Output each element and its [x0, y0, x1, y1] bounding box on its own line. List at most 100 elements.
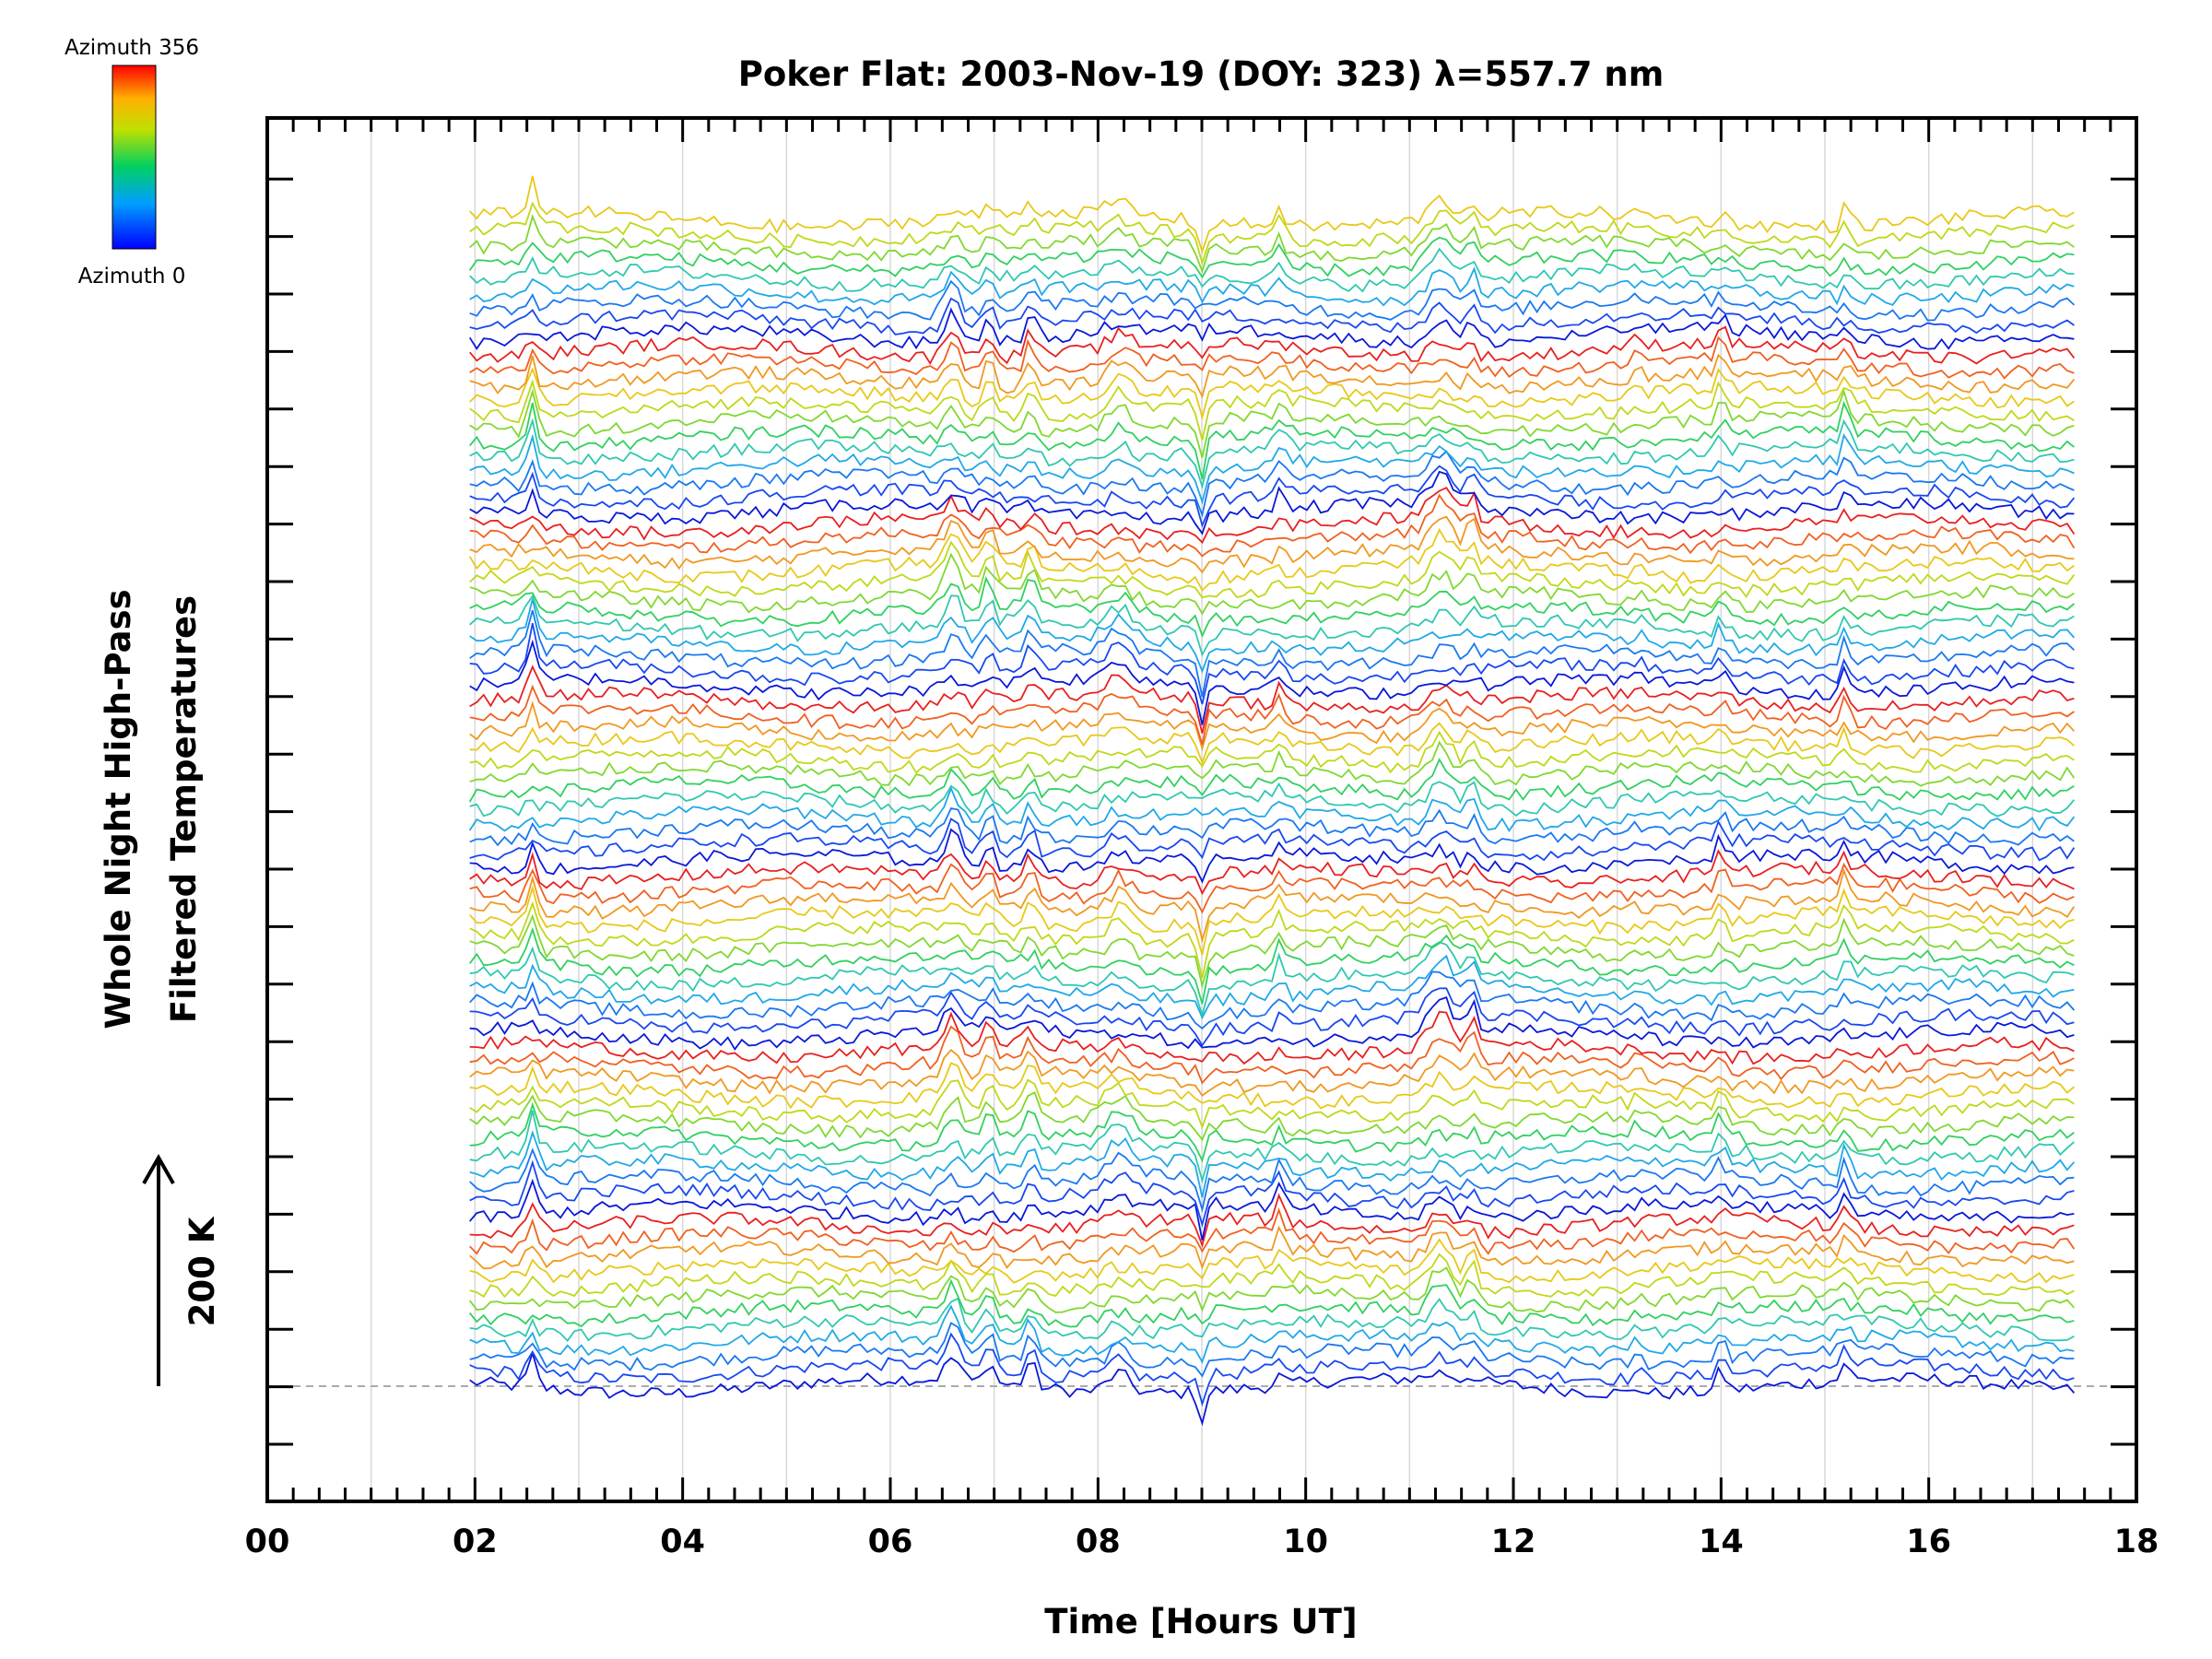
series-line: [469, 552, 2075, 616]
series-line: [469, 598, 2076, 674]
series-line: [468, 1278, 2075, 1328]
series-line: [469, 540, 2076, 599]
series-line: [469, 175, 2075, 254]
scale-bar-arrow-head: [142, 1153, 175, 1184]
series-line: [469, 623, 2075, 705]
y-axis-label-line2: Filtered Temperatures: [164, 595, 204, 1023]
series-line: [469, 353, 2076, 399]
series-line: [469, 1322, 2075, 1378]
series-line: [469, 493, 2076, 558]
chart-title: Poker Flat: 2003-Nov-19 (DOY: 323) λ=557…: [738, 54, 1665, 94]
series-line: [469, 987, 2075, 1047]
series-line: [469, 470, 2075, 535]
x-tick-label: 16: [1906, 1524, 1951, 1560]
x-tick-label: 04: [660, 1524, 705, 1560]
series-line: [469, 1253, 2075, 1299]
series-line: [469, 885, 2075, 956]
series-line: [468, 236, 2075, 279]
series-line: [469, 279, 2076, 322]
series-line: [468, 926, 2075, 1005]
series-line: [469, 325, 2076, 366]
colorbar-bottom-label: Azimuth 0: [78, 265, 186, 288]
series-line: [469, 487, 2076, 545]
x-tick-label: 08: [1076, 1524, 1121, 1560]
series-line: [469, 335, 2075, 380]
series-line: [469, 214, 2075, 275]
series-line: [469, 849, 2075, 896]
series-line: [469, 515, 2075, 574]
series-line: [469, 1178, 2075, 1241]
series-line: [469, 1010, 2075, 1065]
series-line: [469, 971, 2076, 1030]
colorbar-top-label: Azimuth 356: [65, 36, 199, 60]
series-line: [468, 785, 2076, 832]
scale-bar: 200 K: [142, 1153, 222, 1386]
x-tick-label: 00: [245, 1524, 290, 1560]
series-line: [469, 465, 2076, 528]
series-line: [469, 740, 2076, 787]
series-line: [469, 1297, 2075, 1343]
series-line: [468, 758, 2075, 803]
series-line: [469, 609, 2076, 698]
series-line: [469, 954, 2075, 1020]
series-line: [468, 307, 2075, 350]
ticks: [265, 118, 2138, 1501]
series-line: [469, 941, 2075, 1018]
series-line: [469, 1332, 2075, 1407]
colorbar: Azimuth 356 Azimuth 0: [65, 36, 199, 288]
series-line: [469, 862, 2075, 914]
series-line: [469, 1025, 2075, 1085]
series-line: [469, 1225, 2075, 1270]
series-line: [469, 1207, 2076, 1255]
series-line: [469, 388, 2075, 458]
series-line: [469, 379, 2075, 441]
x-tick-label: 06: [868, 1524, 913, 1560]
series-line: [469, 450, 2075, 518]
series-line: [469, 1062, 2075, 1110]
x-tick-labels: 00 02 04 06 08 10 12 14 16 18: [245, 1524, 2159, 1560]
series-line: [469, 418, 2075, 490]
series-line: [469, 201, 2075, 266]
x-tick-label: 18: [2114, 1524, 2159, 1560]
series-line: [469, 575, 2075, 639]
series-line: [469, 1304, 2075, 1364]
series-line: [469, 1147, 2075, 1213]
series-line: [469, 433, 2075, 505]
series-group: [468, 175, 2076, 1427]
series-line: [469, 297, 2075, 335]
colorbar-gradient: [112, 65, 157, 250]
series-line: [468, 1266, 2076, 1313]
series-line: [469, 367, 2075, 420]
series-line: [469, 266, 2075, 307]
series-line: [469, 828, 2075, 884]
series-line: [469, 1110, 2075, 1184]
series-line: [469, 1193, 2075, 1249]
x-tick-label: 12: [1491, 1524, 1536, 1560]
y-axis-label-line1: Whole Night High-Pass: [99, 589, 138, 1029]
series-line: [469, 247, 2075, 293]
series-line: [468, 527, 2075, 592]
series-line: [469, 818, 2076, 862]
series-line: [469, 1159, 2075, 1228]
series-line: [469, 900, 2075, 979]
scale-bar-label: 200 K: [182, 1216, 222, 1326]
series-line: [469, 594, 2075, 657]
series-line: [469, 665, 2075, 734]
x-tick-label: 02: [453, 1524, 498, 1560]
series-line: [469, 781, 2076, 818]
series-line: [469, 995, 2075, 1052]
series-line: [469, 700, 2076, 752]
series-line: [469, 1238, 2075, 1284]
x-axis-label: Time [Hours UT]: [1044, 1602, 1357, 1641]
series-line: [469, 722, 2075, 765]
series-line: [469, 1091, 2075, 1142]
series-line: [469, 1048, 2075, 1097]
series-line: [469, 806, 2075, 847]
x-tick-label: 10: [1283, 1524, 1328, 1560]
series-line: [469, 1130, 2076, 1198]
series-line: [469, 1101, 2075, 1163]
x-tick-label: 14: [1699, 1524, 1744, 1560]
series-line: [469, 867, 2076, 944]
series-line: [469, 684, 2075, 746]
